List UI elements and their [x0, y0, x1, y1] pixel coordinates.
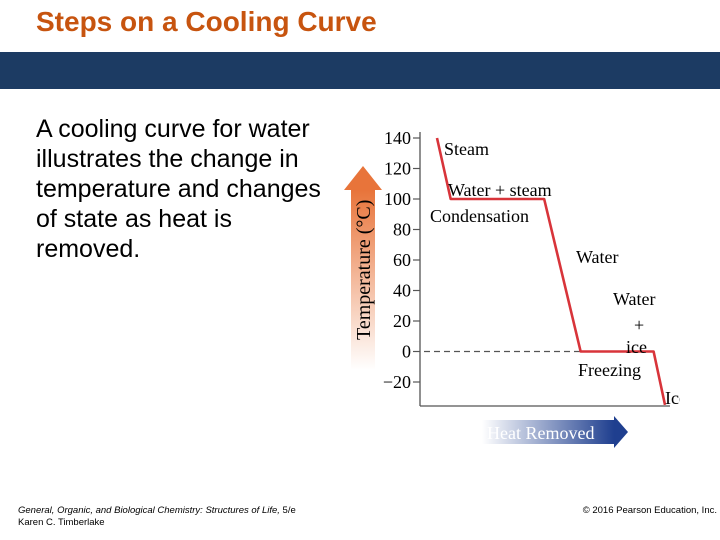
label-condensation: Condensation: [430, 206, 529, 226]
y-axis-label: Temperature (°C): [353, 200, 375, 340]
heat-arrow-head: [614, 416, 628, 448]
y-tick-label: 20: [393, 311, 411, 331]
x-axis-label: Heat Removed: [487, 423, 594, 443]
temperature-arrow: [344, 166, 382, 370]
label-water-ice-1: Water: [613, 289, 656, 309]
cooling-curve-chart: Temperature (°C) 140 120 100 80 60 40 20 0 −20 S…: [344, 128, 680, 448]
y-ticks: 140 120 100 80 60 40 20 0 −20: [383, 128, 420, 392]
slide-description: A cooling curve for water illustrates th…: [36, 115, 321, 263]
label-water-steam: Water + steam: [448, 180, 552, 200]
footer-author: Karen C. Timberlake: [18, 517, 105, 528]
heat-arrow-shaft: [482, 420, 614, 444]
footer-edition: 5/e: [279, 505, 296, 516]
y-tick-label: 0: [402, 342, 411, 362]
footer-copyright: © 2016 Pearson Education, Inc.: [582, 505, 717, 516]
y-tick-label: 80: [393, 220, 411, 240]
label-ice: Ice: [665, 388, 680, 408]
y-tick-label: 120: [384, 159, 411, 179]
temperature-arrow-shaft: [351, 190, 375, 370]
y-tick-label: 40: [393, 281, 411, 301]
title-band: [0, 52, 720, 89]
temperature-arrow-head: [344, 166, 382, 190]
footer-citation: General, Organic, and Biological Chemist…: [18, 505, 296, 529]
y-tick-label: −20: [383, 372, 411, 392]
footer-book-title: General, Organic, and Biological Chemist…: [18, 505, 280, 516]
label-water-ice-3: ice: [626, 337, 647, 357]
heat-removed-arrow: [482, 416, 628, 448]
cooling-curve-line: [435, 137, 667, 406]
y-tick-label: 60: [393, 250, 411, 270]
slide-title: Steps on a Cooling Curve: [36, 6, 377, 37]
y-tick-label: 140: [384, 128, 411, 148]
label-freezing: Freezing: [578, 360, 641, 380]
label-water: Water: [576, 247, 619, 267]
label-water-ice-2: +: [634, 315, 644, 335]
label-steam: Steam: [444, 139, 489, 159]
y-tick-label: 100: [384, 189, 411, 209]
